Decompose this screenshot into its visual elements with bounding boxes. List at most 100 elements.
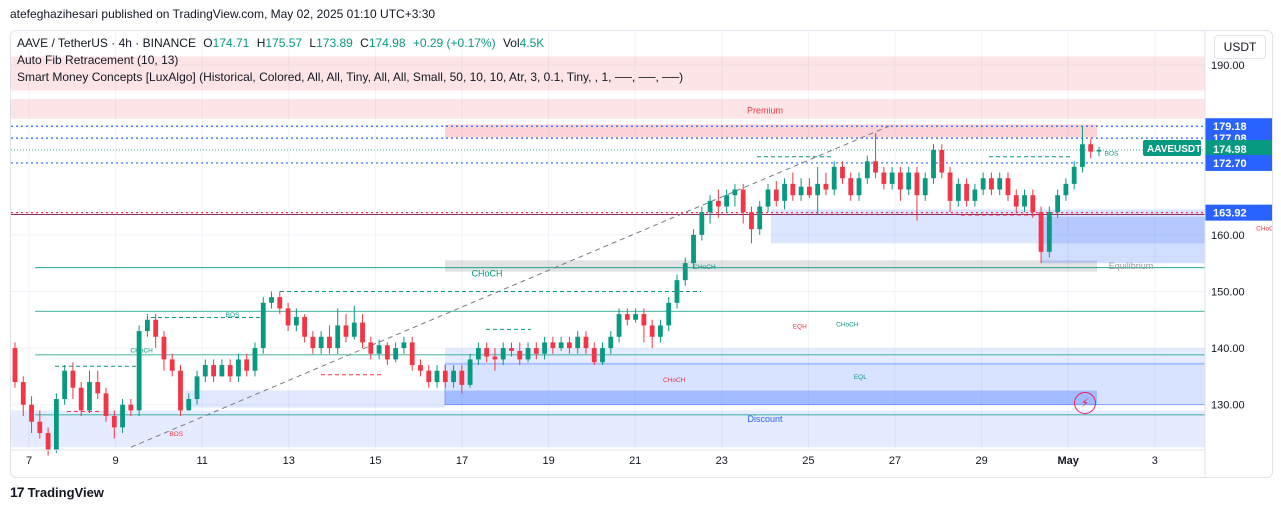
candle-body xyxy=(95,382,101,394)
price-tag xyxy=(1205,204,1272,221)
candle-body xyxy=(1013,195,1019,207)
candle-body xyxy=(186,399,192,411)
candle-body xyxy=(583,336,589,349)
candle-body xyxy=(343,325,349,337)
candle-body xyxy=(806,186,812,196)
discount-zone xyxy=(11,410,1205,448)
candle-body xyxy=(533,348,539,354)
candle-body xyxy=(252,348,258,371)
candle-body xyxy=(302,316,308,337)
candle-body xyxy=(384,345,390,360)
candle-body xyxy=(484,348,490,357)
candle-body xyxy=(773,189,779,201)
candle-body xyxy=(542,342,547,354)
candle-body xyxy=(103,393,109,417)
candle-body xyxy=(178,370,183,411)
candle-body xyxy=(964,183,970,201)
premium-zone xyxy=(11,98,1205,119)
candle-body xyxy=(947,172,953,201)
candle-body xyxy=(881,172,887,184)
candle-body xyxy=(1030,195,1036,213)
candle-body xyxy=(509,348,514,351)
candle-body xyxy=(120,404,125,428)
candle-body xyxy=(898,172,903,190)
candle-body xyxy=(12,348,18,383)
candle-body xyxy=(451,370,456,383)
candle-body xyxy=(1046,212,1052,252)
chart-panel[interactable]: BOS CHoCH BOS CHoCH CHoCH EQH CHoCH EQL BOS CHoCH… xyxy=(10,30,1273,478)
candle-body xyxy=(707,200,713,213)
candle-body xyxy=(53,399,59,450)
candle-body xyxy=(715,200,721,207)
candle-body xyxy=(442,370,448,383)
equilibrium-zone xyxy=(445,260,1097,272)
candle-body xyxy=(939,149,945,173)
candle-body xyxy=(906,172,912,190)
candle-body xyxy=(401,342,407,349)
x-tick-label: May xyxy=(1057,455,1079,467)
candle-body xyxy=(500,348,506,360)
candle-body xyxy=(293,316,299,326)
open-key: O xyxy=(203,36,213,50)
candle-body xyxy=(567,342,572,349)
candle-body xyxy=(269,297,274,303)
candle-body xyxy=(840,166,845,179)
indicator-fib[interactable]: Auto Fib Retracement (10, 13) xyxy=(17,53,179,67)
y-tick-label: 190.00 xyxy=(1211,60,1245,72)
x-tick-label: 9 xyxy=(113,455,119,467)
candle-body xyxy=(550,342,556,349)
publish-line: atefeghazihesari published on TradingVie… xyxy=(10,7,436,21)
lightning-icon[interactable]: ⚡ xyxy=(1074,392,1096,414)
symbol-title[interactable]: AAVE / TetherUS · 4h · BINANCE xyxy=(17,36,196,50)
low-value: 173.89 xyxy=(316,36,353,50)
candle-body xyxy=(600,348,605,363)
x-tick-label: 11 xyxy=(196,455,207,467)
candle-body xyxy=(376,345,382,354)
change-value: +0.29 (+0.17%) xyxy=(412,36,496,50)
candlestick-chart[interactable]: BOS CHoCH BOS CHoCH CHoCH EQH CHoCH EQL BOS CHoCH… xyxy=(11,31,1272,477)
smc-label: EQL xyxy=(854,374,867,381)
candle-body xyxy=(260,302,266,349)
candle-body xyxy=(327,336,332,349)
candle-body xyxy=(285,308,291,326)
candle-body xyxy=(823,183,829,190)
candle-body xyxy=(351,322,357,337)
candle-body xyxy=(111,416,117,428)
y-tick-label: 150.00 xyxy=(1211,286,1245,298)
x-tick-label: 21 xyxy=(629,455,641,467)
open-value: 174.71 xyxy=(212,36,250,50)
currency-selector[interactable]: USDT xyxy=(1214,35,1266,59)
candle-body xyxy=(955,183,961,201)
smc-label: BOS xyxy=(226,312,240,319)
candle-body xyxy=(492,356,498,360)
candle-body xyxy=(393,348,399,360)
x-tick-label: 7 xyxy=(26,455,32,467)
candle-body xyxy=(691,234,696,264)
x-tick-label: 19 xyxy=(542,455,554,467)
candle-body xyxy=(699,212,705,235)
x-tick-label: 23 xyxy=(716,455,728,467)
candle-body xyxy=(641,314,647,326)
candle-body xyxy=(475,348,481,360)
candle-body xyxy=(633,314,639,320)
candle-body xyxy=(78,387,84,411)
candle-body xyxy=(856,178,862,196)
candle-body xyxy=(153,319,159,337)
tradingview-logo-icon: 17 xyxy=(10,484,25,500)
premium-zone-upper xyxy=(11,56,1205,91)
candle-body xyxy=(666,302,672,326)
symbol-tag-label: AAVEUSDT xyxy=(1147,144,1201,155)
candle-body xyxy=(972,189,978,201)
candle-body xyxy=(525,348,531,360)
candle-body xyxy=(873,161,878,173)
candle-body xyxy=(889,172,895,184)
candle-body xyxy=(29,404,34,422)
smc-label: BOS xyxy=(169,431,183,438)
candle-body xyxy=(848,178,854,196)
smc-label: CHoCH xyxy=(693,264,716,271)
smc-label: EQH xyxy=(793,323,807,330)
candle-body xyxy=(815,183,821,196)
candle-body xyxy=(144,319,150,332)
indicator-smc[interactable]: Smart Money Concepts [LuxAlgo] (Historic… xyxy=(17,70,684,84)
x-tick-label: 27 xyxy=(889,455,901,467)
